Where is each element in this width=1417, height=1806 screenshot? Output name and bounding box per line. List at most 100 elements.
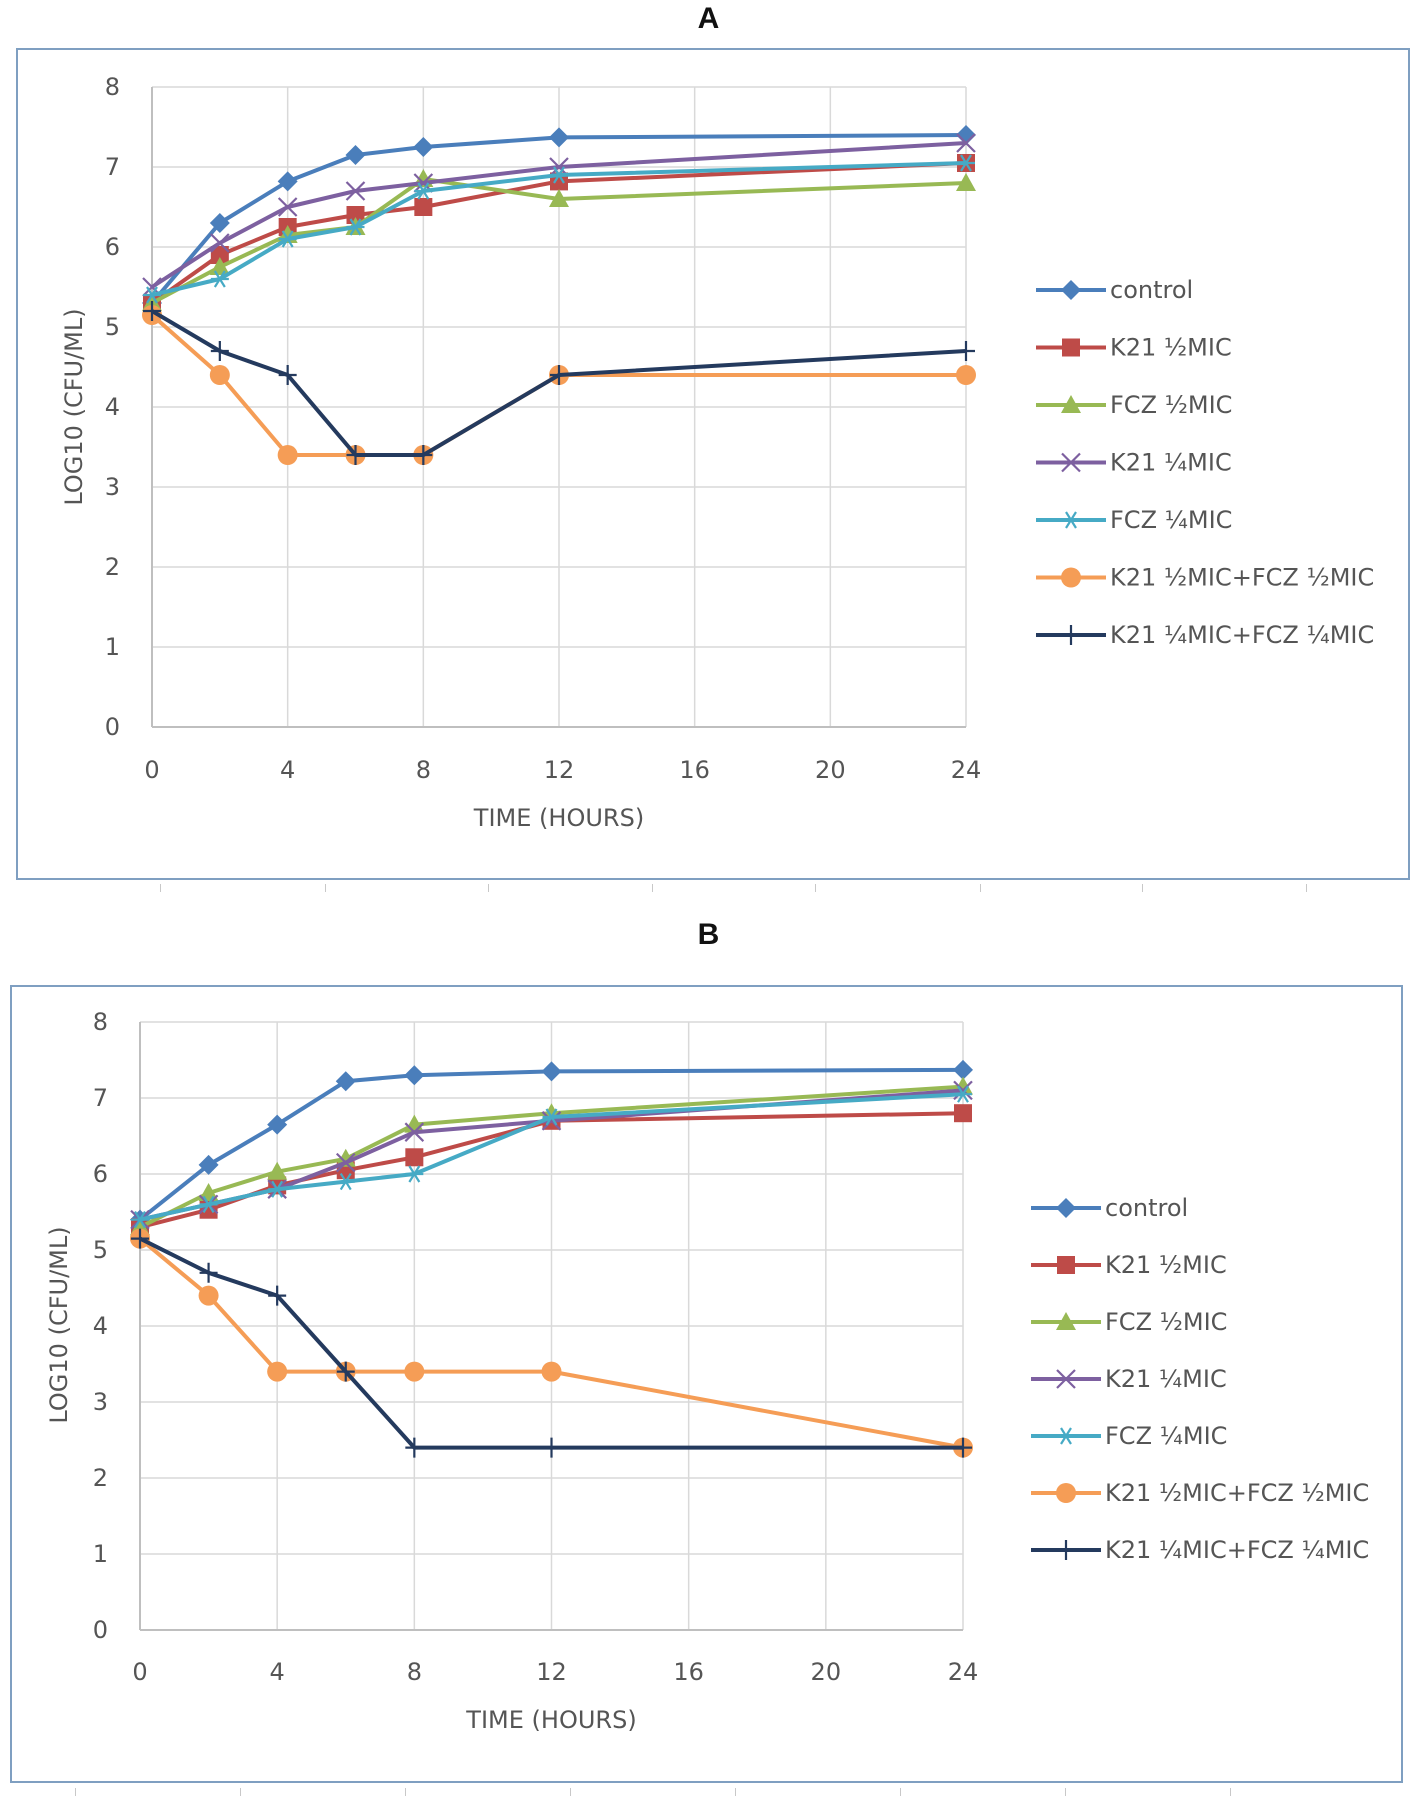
chart-b-data-point <box>335 1152 356 1173</box>
chart-a-data-point <box>277 197 298 217</box>
chart-a-data-point <box>210 246 229 264</box>
chart-a-data-point <box>209 365 230 385</box>
chart-b-data-point <box>336 1361 355 1382</box>
chart-b-data-point <box>336 1173 355 1191</box>
chart-b-data-point <box>199 1195 218 1213</box>
chart-a-data-point <box>209 257 230 275</box>
chart-b-y-tick-label: 5 <box>93 1236 108 1264</box>
chart-a-x-tick-label: 20 <box>815 756 846 784</box>
frame-edge-tick <box>570 1788 571 1796</box>
chart-b-x-tick-label: 4 <box>270 1658 285 1686</box>
chart-a-data-point <box>278 230 297 248</box>
chart-b-data-point <box>404 1361 425 1382</box>
chart-a-legend-item: K21 ½MIC <box>1036 334 1232 362</box>
chart-b-data-point <box>542 1108 561 1126</box>
chart-b-legend-marker <box>1056 1312 1076 1330</box>
chart-a-x-tick-label: 12 <box>544 756 575 784</box>
chart-b-legend-marker <box>1056 1369 1076 1389</box>
chart-b-data-point <box>131 1211 149 1229</box>
chart-b-legend-item: control <box>1031 1194 1188 1222</box>
chart-a-data-point <box>210 233 230 253</box>
chart-a-legend-marker <box>1061 567 1081 588</box>
chart-a-x-tick-label: 0 <box>144 756 159 784</box>
chart-a-data-point <box>346 445 365 465</box>
frame-edge-tick <box>488 884 489 892</box>
chart-b-y-axis-title: LOG10 (CFU/ML) <box>45 1226 73 1423</box>
chart-a-legend-label: control <box>1110 276 1193 304</box>
chart-b-data-point <box>954 1104 972 1123</box>
chart-a-legend-item: K21 ¼MIC+FCZ ¼MIC <box>1036 621 1374 649</box>
chart-a-legend-label: K21 ¼MIC+FCZ ¼MIC <box>1110 621 1374 649</box>
chart-a-data-point <box>143 286 161 304</box>
frame-edge-tick <box>1306 884 1307 892</box>
chart-a-legend-item: K21 ¼MIC <box>1036 449 1232 477</box>
chart-b-legend-marker <box>1057 1256 1075 1274</box>
chart-b-data-point <box>131 1228 149 1249</box>
chart-b-data-point <box>405 1165 424 1183</box>
chart-b-y-tick-label: 1 <box>93 1540 108 1568</box>
chart-b-data-point <box>267 1161 288 1180</box>
chart-b-y-tick-label: 7 <box>93 1084 108 1112</box>
chart-a-data-point <box>550 166 568 184</box>
chart-a-data-point <box>549 189 569 207</box>
chart-b-legend-item: FCZ ¼MIC <box>1031 1422 1227 1450</box>
chart-b-legend-label: control <box>1105 1194 1188 1222</box>
chart-b-x-tick-label: 16 <box>673 1658 704 1686</box>
chart-b-x-tick-label: 24 <box>948 1658 979 1686</box>
frame-edge-tick <box>1142 884 1143 892</box>
chart-b-y-tick-label: 8 <box>93 1008 108 1036</box>
frame-edge-tick <box>815 884 816 892</box>
chart-b-y-tick-label: 6 <box>93 1160 108 1188</box>
chart-b-legend-label: K21 ¼MIC+FCZ ¼MIC <box>1105 1536 1369 1564</box>
chart-a-y-tick-label: 5 <box>105 313 120 341</box>
chart-b-data-point <box>267 1361 288 1382</box>
chart-b-data-point <box>405 1148 424 1167</box>
chart-a-x-tick-label: 8 <box>416 756 431 784</box>
chart-b-data-point <box>954 1437 972 1458</box>
chart-a-data-point <box>210 270 229 288</box>
chart-a-legend-marker <box>1062 511 1080 529</box>
chart-b-data-point <box>954 1085 972 1103</box>
frame-edge-tick <box>652 884 653 892</box>
chart-a-data-point <box>345 145 366 165</box>
chart-a-legend-item: FCZ ½MIC <box>1036 391 1232 419</box>
chart-b-legend-item: K21 ¼MIC+FCZ ¼MIC <box>1031 1536 1369 1564</box>
chart-b-legend-item: K21 ½MIC <box>1031 1251 1227 1279</box>
chart-a-x-tick-label: 4 <box>280 756 295 784</box>
frame-edge-tick <box>980 884 981 892</box>
chart-a-x-tick-label: 24 <box>951 756 982 784</box>
chart-a-legend-label: FCZ ½MIC <box>1110 391 1232 419</box>
chart-a-data-point <box>209 213 230 233</box>
chart-a-data-point <box>277 171 298 192</box>
chart-a-x-tick-label: 16 <box>679 756 710 784</box>
chart-b-legend-marker <box>1056 1483 1076 1503</box>
chart-b-x-axis-title: TIME (HOURS) <box>465 1706 636 1734</box>
chart-a-data-point <box>414 445 433 465</box>
panel-b-label: B <box>697 918 720 951</box>
frame-edge-tick <box>1065 1788 1066 1796</box>
chart-a-frame <box>16 48 1410 880</box>
frame-edge-tick <box>325 884 326 892</box>
chart-b-legend-item: K21 ½MIC+FCZ ½MIC <box>1031 1479 1369 1507</box>
chart-b-legend-marker <box>1057 1427 1075 1445</box>
chart-b-series-4 <box>131 1085 972 1229</box>
panel-a-label: A <box>697 2 720 35</box>
chart-a-data-point <box>278 365 297 385</box>
chart-b-y-tick-label: 3 <box>93 1388 108 1416</box>
chart-a-legend: control K21 ½MIC FCZ ½MIC K21 ¼MIC FCZ ¼MIC K… <box>1036 276 1374 649</box>
chart-b-x-tick-label: 8 <box>407 1658 422 1686</box>
chart-b-legend-label: K21 ½MIC+FCZ ½MIC <box>1105 1479 1369 1507</box>
chart-a-data-point <box>143 301 161 321</box>
chart-a-legend-item: K21 ½MIC+FCZ ½MIC <box>1036 564 1374 592</box>
chart-b-legend-marker <box>1057 1540 1075 1560</box>
chart-b-legend-item: FCZ ½MIC <box>1031 1308 1227 1336</box>
chart-a-data-point <box>956 173 976 191</box>
chart-a-legend-marker <box>1061 452 1081 473</box>
chart-a-data-point <box>549 127 569 148</box>
chart-b-y-tick-label: 0 <box>93 1616 108 1644</box>
chart-a-y-tick-label: 4 <box>105 393 120 421</box>
chart-a-legend-marker <box>1062 625 1080 645</box>
chart-b-data-point <box>542 1437 561 1458</box>
